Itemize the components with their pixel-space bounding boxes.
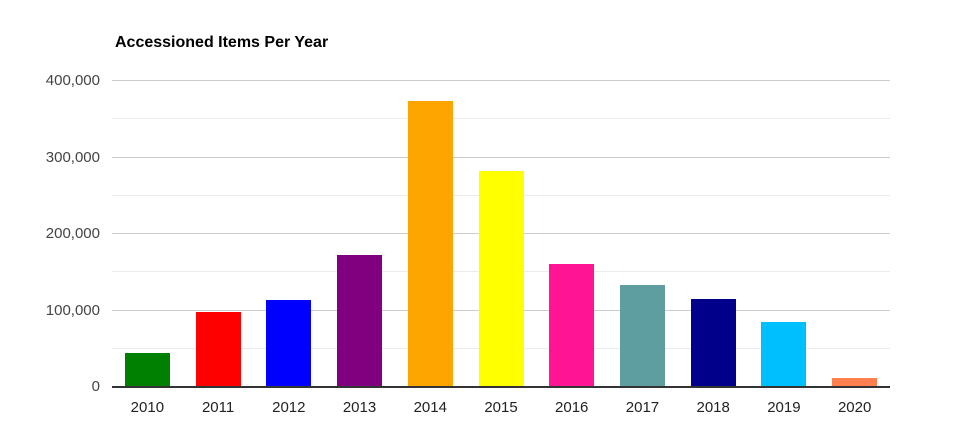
x-tick-label-2018: 2018: [696, 399, 730, 416]
bar-2019[interactable]: [761, 321, 807, 387]
x-tick-label-2017: 2017: [625, 399, 660, 416]
minor-gridline: [112, 118, 890, 120]
bar-2014[interactable]: [407, 100, 453, 387]
x-axis-baseline: [112, 386, 890, 388]
bar-2017[interactable]: [619, 284, 665, 387]
y-tick-label-300000: 300,000: [45, 148, 100, 166]
y-tick-label-0: 0: [91, 378, 100, 395]
bar-2012[interactable]: [266, 299, 312, 387]
y-tick-label-200000: 200,000: [45, 225, 100, 242]
bar-2011[interactable]: [195, 312, 241, 387]
x-tick-label-2010: 2010: [130, 399, 165, 416]
chart-title: Accessioned Items Per Year: [115, 34, 329, 51]
y-tick-label-100000: 100,000: [45, 301, 100, 319]
bar-2010[interactable]: [124, 352, 170, 387]
major-gridline: [112, 80, 890, 81]
bar-2018[interactable]: [690, 299, 736, 387]
major-gridline: [112, 156, 890, 158]
x-tick-label-2014: 2014: [413, 399, 447, 416]
x-tick-label-2016: 2016: [555, 399, 589, 416]
bar-2016[interactable]: [549, 263, 595, 387]
plot-area: [112, 80, 890, 388]
x-tick-label-2011: 2011: [201, 399, 235, 416]
bar-2013[interactable]: [337, 254, 383, 387]
x-tick-label-2020: 2020: [837, 399, 872, 416]
y-tick-label-400000: 400,000: [45, 72, 100, 89]
bar-2015[interactable]: [478, 171, 524, 387]
x-tick-label-2019: 2019: [767, 399, 801, 416]
x-tick-label-2015: 2015: [484, 399, 518, 416]
x-tick-label-2012: 2012: [272, 399, 306, 416]
bar-2020[interactable]: [832, 377, 878, 387]
x-tick-label-2013: 2013: [342, 399, 377, 416]
